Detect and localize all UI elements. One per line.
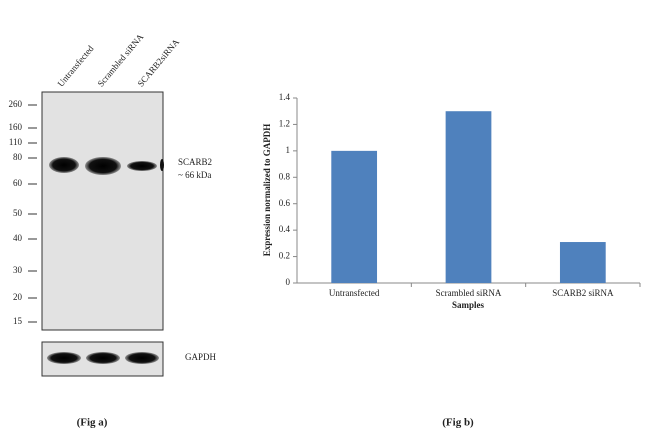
- band: [160, 159, 164, 171]
- target-size: ~ 66 kDa: [178, 170, 211, 180]
- y-tick-label: 0: [286, 277, 291, 287]
- bar: [445, 111, 492, 283]
- band: [49, 157, 79, 173]
- bar: [331, 150, 378, 283]
- marker-label: 50: [13, 208, 23, 218]
- target-label: SCARB2: [178, 157, 212, 167]
- band: [125, 352, 159, 364]
- caption: (Fig a): [77, 417, 108, 429]
- marker-label: 15: [13, 316, 23, 326]
- marker-label: 40: [13, 233, 23, 243]
- x-tick-label: Scrambled siRNA: [436, 288, 502, 298]
- marker-label: 30: [13, 265, 23, 275]
- x-tick-label: SCARB2 siRNA: [552, 288, 614, 298]
- y-tick-label: 1.2: [279, 118, 290, 128]
- marker-label: 160: [9, 122, 23, 132]
- blot-membrane: [41, 91, 164, 331]
- band: [127, 161, 157, 171]
- marker-label: 60: [13, 178, 23, 188]
- y-tick-label: 0.8: [279, 171, 291, 181]
- lane-label: SCARB2siRNA: [135, 37, 181, 89]
- marker-label: 110: [9, 137, 23, 147]
- caption: (Fig b): [442, 417, 474, 429]
- y-tick-label: 1.4: [279, 92, 291, 102]
- marker-label: 20: [13, 292, 23, 302]
- band: [47, 352, 81, 364]
- x-tick-label: Untransfected: [329, 288, 380, 298]
- x-axis-label: Samples: [452, 300, 485, 310]
- band: [85, 157, 121, 175]
- y-tick-label: 0.4: [279, 224, 291, 234]
- bar: [559, 242, 606, 283]
- y-tick-label: 1: [286, 145, 291, 155]
- y-tick-label: 0.6: [279, 198, 291, 208]
- marker-label: 80: [13, 152, 23, 162]
- y-axis-label: Expression normalized to GAPDH: [262, 124, 272, 257]
- band: [86, 352, 120, 364]
- control-label: GAPDH: [185, 352, 217, 362]
- lane-label: Untransfected: [55, 43, 95, 88]
- marker-label: 260: [9, 99, 23, 109]
- y-tick-label: 0.2: [279, 251, 290, 261]
